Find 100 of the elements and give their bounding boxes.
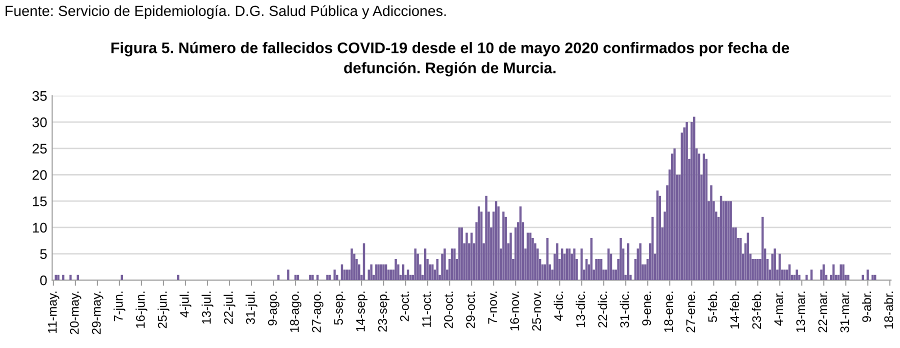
- bar: [734, 227, 737, 280]
- bar: [466, 232, 468, 280]
- x-tick-label: 20-oct.: [444, 292, 453, 328]
- x-tick-label: 16-nov.: [510, 292, 519, 330]
- x-tick-label: 20-may.: [70, 292, 82, 334]
- x-tick-label: 29-oct.: [466, 292, 475, 328]
- x-tick-label: 2-oct.: [400, 292, 409, 322]
- bar: [842, 264, 844, 280]
- bar: [620, 238, 622, 280]
- x-tick-label: 16-jun.: [136, 292, 148, 328]
- x-tick-label: 29-may.: [92, 292, 104, 334]
- x-tick-label: 31-dic.: [620, 292, 630, 328]
- x-tick-label: 31-mar.: [840, 292, 850, 332]
- bar: [370, 264, 372, 280]
- x-tick-label: 13-jul.: [202, 292, 214, 324]
- bar: [754, 259, 756, 280]
- x-tick-label: 5-feb.: [708, 292, 718, 322]
- x-tick-label: 13-mar.: [796, 292, 806, 332]
- y-tick-label: 5: [40, 249, 47, 259]
- x-tick-label: 25-jun.: [158, 292, 170, 328]
- bar: [778, 254, 781, 280]
- bar: [57, 274, 60, 280]
- bar: [598, 259, 600, 280]
- bar: [424, 248, 426, 280]
- bar: [414, 248, 416, 280]
- x-tick-label: 22-dic.: [598, 292, 608, 328]
- bar: [326, 274, 328, 280]
- x-tick-label: 18-ene.: [664, 292, 674, 332]
- bar: [822, 264, 825, 280]
- x-tick-label: 14-feb.: [730, 292, 740, 329]
- bar: [54, 274, 57, 280]
- y-tick-label: 25: [32, 144, 47, 154]
- bar: [529, 232, 532, 280]
- x-tick-label: 7-nov.: [488, 292, 497, 324]
- x-tick-label: 27-ago.: [312, 292, 324, 332]
- bar: [485, 196, 488, 280]
- bar: [872, 274, 874, 280]
- bar: [287, 270, 290, 280]
- bar: [328, 274, 331, 280]
- bar: [334, 270, 336, 280]
- bar: [756, 259, 759, 280]
- y-tick-label: 10: [32, 222, 47, 233]
- bar: [350, 248, 353, 280]
- y-tick-label: 30: [32, 117, 47, 128]
- bar: [847, 274, 850, 280]
- y-tick-label: 20: [32, 170, 47, 180]
- bar: [796, 270, 798, 280]
- y-tick-label: 0: [40, 275, 47, 286]
- bar: [840, 264, 842, 280]
- x-tick-label: 18-ago.: [290, 292, 302, 332]
- bar: [806, 274, 808, 280]
- bar: [639, 243, 642, 280]
- bar: [510, 232, 512, 280]
- x-tick-label: 18-abr.: [884, 292, 894, 329]
- bar: [460, 227, 463, 280]
- bar: [600, 259, 602, 280]
- bar: [710, 185, 712, 280]
- bar: [595, 259, 598, 280]
- bar: [394, 259, 397, 280]
- x-tick-label: 22-jul.: [224, 292, 236, 324]
- x-tick-label: 11-may.: [48, 292, 60, 333]
- chart-title: Figura 5. Número de fallecidos COVID-19 desde el 10 de mayo 2020 confirmados por fecha de defunción. Región de Murcia.: [111, 42, 790, 76]
- bar: [375, 264, 378, 280]
- bar: [774, 248, 776, 280]
- bar: [436, 259, 438, 280]
- x-tick-label: 23-sep.: [378, 292, 390, 332]
- x-tick-label: 5-sep.: [334, 292, 346, 325]
- bar: [312, 274, 314, 280]
- bar: [309, 274, 312, 280]
- x-tick-label: 14-sep.: [356, 292, 368, 332]
- x-tick-label: 31-jul.: [246, 292, 258, 324]
- bar: [378, 264, 380, 280]
- x-tick-label: 22-mar.: [818, 292, 828, 332]
- bar: [693, 116, 696, 280]
- bar: [458, 227, 460, 280]
- x-tick-label: 4-dic.: [554, 292, 563, 321]
- bar: [866, 270, 869, 280]
- bar: [62, 274, 64, 280]
- bar: [580, 248, 583, 280]
- bar: [730, 201, 732, 280]
- x-tick-label: 13-dic.: [576, 292, 585, 328]
- y-tick-label: 35: [32, 91, 47, 101]
- x-tick-label: 25-nov.: [532, 292, 541, 331]
- x-tick-label: 23-feb.: [752, 292, 762, 329]
- bar: [556, 243, 558, 280]
- x-tick-label: 7-jun.: [114, 292, 126, 322]
- x-tick-label: 9-ene.: [642, 292, 652, 326]
- bar: [444, 248, 446, 280]
- x-tick-label: 9-ago.: [268, 292, 280, 326]
- bar: [177, 274, 180, 280]
- x-tick-label: 27-ene.: [686, 292, 696, 332]
- x-tick-label: 9-abr.: [862, 292, 872, 322]
- x-tick-label: 4-jul.: [180, 292, 192, 318]
- x-tick-label: 4-mar.: [774, 292, 784, 326]
- bar: [573, 248, 576, 280]
- source-note: Fuente: Servicio de Epidemiología. D.G. Salud Pública y Adicciones.: [6, 5, 446, 19]
- bar: [686, 122, 688, 280]
- x-tick-label: 11-oct.: [422, 292, 431, 327]
- bar: [526, 232, 529, 280]
- bar: [402, 264, 404, 280]
